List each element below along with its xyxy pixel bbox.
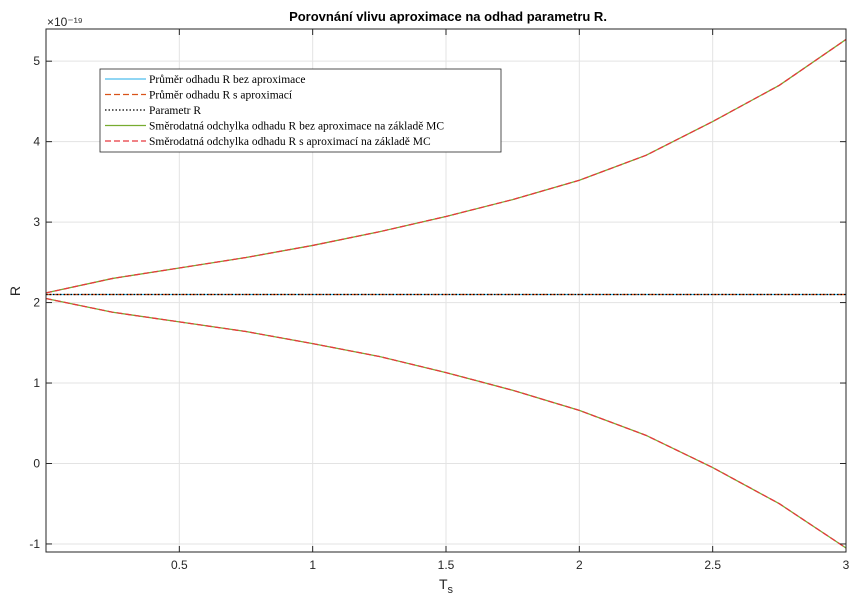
x-tick-labels: 0.5 1 1.5 2 2.5 3 <box>171 558 849 572</box>
x-tick-label: 2.5 <box>704 558 721 572</box>
chart-title: Porovnání vlivu aproximace na odhad para… <box>289 9 607 24</box>
legend-box <box>99 68 502 153</box>
legend-label: Parametr R <box>149 105 201 117</box>
series-upper-line <box>45 38 847 294</box>
x-axis-label-subscript: s <box>448 584 454 596</box>
legend: Průměr odhadu R bez aproximace Průměr odh… <box>99 68 502 153</box>
legend-label: Průměr odhadu R s aproximací <box>149 89 293 102</box>
y-tick-label: -1 <box>29 537 40 551</box>
y-tick-label: 3 <box>33 215 40 229</box>
legend-label: Průměr odhadu R bez aproximace <box>149 73 305 86</box>
y-tick-label: 2 <box>33 296 40 310</box>
y-tick-labels: -1 0 1 2 3 4 5 <box>29 54 40 551</box>
legend-item: Parametr R <box>105 105 201 117</box>
legend-label: Směrodatná odchylka odhadu R s aproximac… <box>149 136 431 148</box>
series-5 <box>45 38 847 549</box>
y-tick-label: 4 <box>33 135 40 149</box>
x-tick-label: 1.5 <box>438 558 455 572</box>
legend-items: Průměr odhadu R bez aproximace Průměr odh… <box>105 73 444 148</box>
series-layer <box>45 38 847 549</box>
y-tick-label: 5 <box>33 54 40 68</box>
series-lower-line <box>45 297 847 549</box>
x-tick-label: 0.5 <box>171 558 188 572</box>
x-tick-label: 1 <box>309 558 316 572</box>
y-axis-label: R <box>7 286 23 296</box>
x-axis-label-main: T <box>439 576 448 592</box>
y-tick-label: 1 <box>33 376 40 390</box>
legend-label: Směrodatná odchylka odhadu R bez aproxim… <box>149 121 444 133</box>
x-tick-label: 2 <box>576 558 583 572</box>
y-axis-exponent: ×10⁻¹⁹ <box>47 15 83 29</box>
legend-item: Průměr odhadu R s aproximací <box>105 89 293 102</box>
legend-item: Směrodatná odchylka odhadu R bez aproxim… <box>105 121 444 133</box>
legend-item: Směrodatná odchylka odhadu R s aproximac… <box>105 136 431 148</box>
x-axis-label: Ts <box>439 576 454 596</box>
axis-ticks <box>46 29 847 552</box>
y-tick-label: 0 <box>33 456 40 470</box>
x-tick-label: 3 <box>843 558 849 572</box>
legend-item: Průměr odhadu R bez aproximace <box>105 73 305 86</box>
